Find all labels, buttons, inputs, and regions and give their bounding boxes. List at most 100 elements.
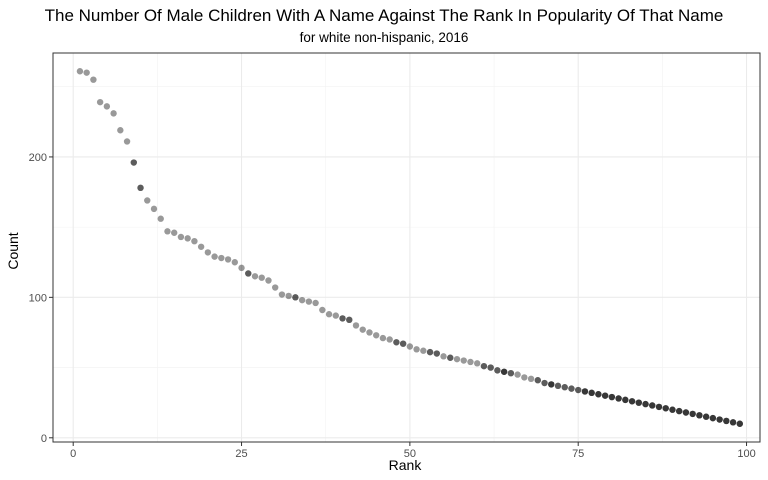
data-point	[601, 392, 609, 399]
data-point	[514, 371, 521, 378]
data-point	[588, 389, 595, 397]
x-tick-label: 0	[70, 448, 76, 460]
data-point	[373, 332, 380, 339]
data-point	[406, 343, 414, 350]
data-point	[218, 254, 225, 262]
data-point	[144, 197, 151, 204]
data-point	[83, 69, 90, 76]
data-point	[588, 389, 595, 397]
plot-panel	[53, 53, 760, 442]
data-point	[204, 249, 212, 256]
data-point	[615, 395, 622, 402]
data-point	[635, 399, 642, 406]
data-point	[561, 384, 568, 391]
data-point	[110, 110, 117, 117]
data-point	[346, 316, 353, 324]
grid-minor	[53, 53, 760, 442]
data-point	[682, 409, 690, 416]
data-point	[588, 389, 595, 397]
data-point	[366, 329, 373, 336]
data-point	[480, 362, 488, 370]
data-point	[676, 407, 683, 415]
data-point	[420, 347, 427, 354]
data-point	[197, 243, 205, 250]
data-point	[238, 264, 245, 272]
data-point	[534, 377, 541, 384]
data-point	[736, 420, 743, 427]
data-point	[669, 406, 676, 413]
data-point	[649, 402, 656, 409]
data-point	[628, 398, 636, 405]
data-point	[676, 407, 683, 415]
data-point	[292, 294, 299, 301]
data-point	[298, 296, 306, 304]
data-point	[729, 419, 737, 426]
data-point	[103, 103, 111, 110]
data-point	[622, 396, 629, 404]
data-point	[494, 367, 501, 374]
data-point	[642, 400, 649, 408]
data-point	[615, 395, 622, 402]
data-point	[447, 354, 454, 361]
data-point	[635, 399, 642, 406]
data-point	[177, 233, 185, 241]
data-point	[615, 395, 622, 402]
x-axis-title: Rank	[389, 457, 423, 473]
data-point	[164, 228, 171, 235]
data-point	[702, 413, 710, 420]
data-point	[689, 410, 696, 418]
data-point	[541, 379, 548, 387]
x-tick-label: 25	[235, 448, 247, 460]
data-point	[272, 284, 279, 291]
data-point	[682, 409, 690, 416]
data-point	[500, 368, 508, 375]
data-point	[117, 127, 124, 134]
data-point	[393, 339, 400, 346]
data-point	[480, 362, 488, 370]
data-point	[352, 322, 360, 329]
data-point	[96, 98, 104, 106]
data-point	[305, 298, 313, 305]
data-point	[507, 369, 515, 377]
data-points	[76, 68, 743, 427]
data-point	[662, 405, 669, 412]
data-point	[137, 184, 144, 192]
data-point	[669, 406, 676, 413]
data-point	[332, 312, 339, 319]
data-point	[379, 334, 387, 342]
data-point	[224, 256, 232, 263]
data-point	[676, 407, 683, 415]
data-point	[716, 416, 723, 423]
data-point	[575, 386, 582, 394]
data-point	[399, 340, 407, 347]
data-point	[137, 184, 144, 192]
data-point	[736, 420, 743, 427]
x-tick-label: 100	[737, 448, 755, 460]
data-point	[642, 400, 649, 408]
data-point	[568, 385, 575, 392]
data-point	[595, 391, 602, 398]
data-point	[568, 385, 575, 392]
chart-title: The Number Of Male Children With A Name …	[44, 6, 724, 25]
data-point	[541, 379, 548, 387]
data-point	[548, 381, 555, 388]
y-axis: 0 100 200	[29, 152, 53, 445]
data-point	[709, 414, 717, 422]
data-point	[123, 138, 131, 145]
data-point	[231, 259, 238, 266]
data-point	[393, 339, 400, 346]
data-point	[426, 348, 434, 356]
data-point	[736, 420, 743, 427]
data-point	[723, 417, 730, 425]
data-point	[655, 403, 663, 411]
data-point	[554, 382, 562, 390]
data-point	[292, 294, 299, 301]
data-point	[150, 205, 158, 213]
data-point	[561, 384, 568, 391]
data-point	[581, 388, 589, 395]
data-point	[130, 159, 137, 166]
data-point	[622, 396, 629, 404]
grid-major	[53, 53, 760, 442]
data-point	[709, 414, 717, 422]
y-tick-label: 0	[41, 433, 47, 445]
